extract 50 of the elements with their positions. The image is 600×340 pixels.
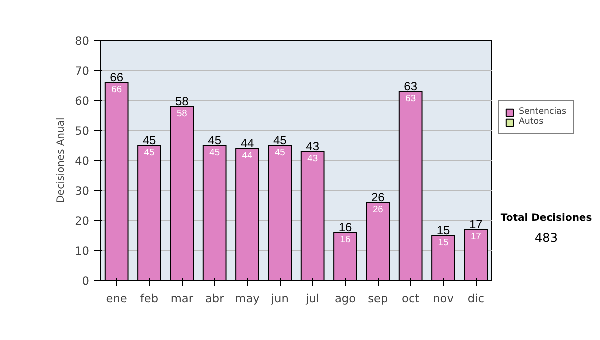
x-tick-label: dic <box>468 292 484 306</box>
legend-label: Sentencias <box>519 107 566 117</box>
y-tick-label: 60 <box>75 94 90 108</box>
total-label: 15 <box>436 224 450 238</box>
data-label: 17 <box>470 232 482 242</box>
x-tick-label: jul <box>305 292 320 306</box>
data-label: 63 <box>406 94 416 104</box>
total-label: 58 <box>175 94 190 108</box>
x-tick-label: ago <box>334 292 356 306</box>
x-tick-label: may <box>235 292 260 306</box>
data-label: 45 <box>144 148 155 158</box>
x-tick-label: nov <box>433 292 454 306</box>
total-label: 43 <box>306 140 320 154</box>
x-tick-label: mar <box>170 292 194 306</box>
data-label: 26 <box>372 204 384 214</box>
total-label: 45 <box>273 134 288 148</box>
data-label: 16 <box>340 234 351 244</box>
total-label: 44 <box>240 136 254 150</box>
total-label: 16 <box>338 220 352 234</box>
data-label: 45 <box>274 148 286 158</box>
y-tick-label: 40 <box>75 154 90 168</box>
data-label: 66 <box>112 84 122 94</box>
x-tick-label: sep <box>368 292 388 306</box>
total-label: 66 <box>110 70 124 84</box>
total-label: 17 <box>469 218 484 232</box>
y-tick-label: 20 <box>75 214 90 228</box>
total-label: 45 <box>208 134 222 148</box>
x-tick-label: ene <box>106 292 128 306</box>
legend-label: Autos <box>519 117 544 127</box>
x-tick-label: abr <box>205 292 225 306</box>
x-tick-label: feb <box>140 292 159 306</box>
x-tick-label: oct <box>402 292 420 306</box>
y-tick-label: 0 <box>82 274 90 288</box>
text: 483 <box>535 230 558 245</box>
total-label: 45 <box>142 134 156 148</box>
y-tick-label: 70 <box>75 64 90 78</box>
y-tick-label: 80 <box>75 34 90 48</box>
data-label: 43 <box>308 154 318 164</box>
data-label: 44 <box>242 150 253 160</box>
y-tick-label: 30 <box>75 184 90 198</box>
data-label: 15 <box>438 238 449 248</box>
y-axis-title: Decisiones Anual <box>56 118 68 204</box>
y-tick-label: 50 <box>75 124 90 138</box>
data-label: 45 <box>210 148 220 158</box>
x-tick-label: jun <box>270 292 289 306</box>
total-label: 26 <box>371 190 386 204</box>
total-label: 63 <box>404 80 418 94</box>
text: Total Decisiones <box>500 213 592 224</box>
y-tick-label: 10 <box>75 244 90 258</box>
data-label: 58 <box>176 108 188 118</box>
